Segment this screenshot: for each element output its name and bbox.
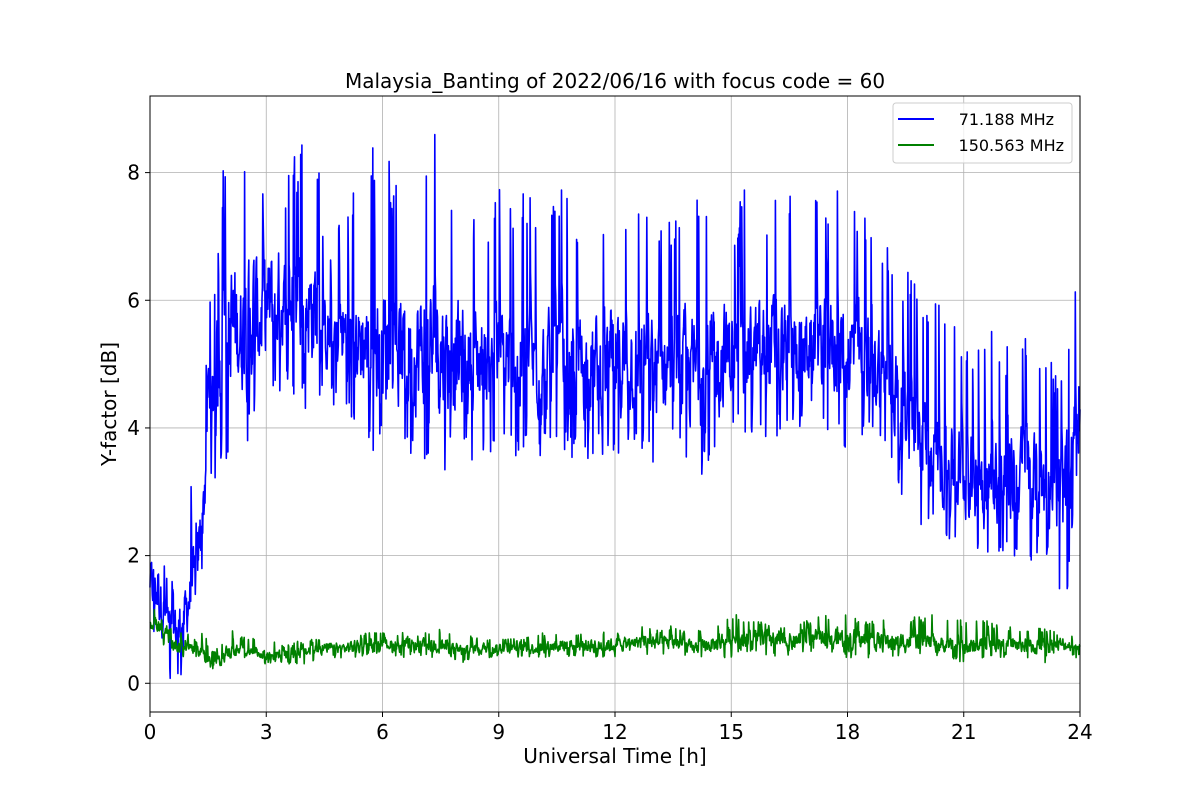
series-lines <box>149 133 1081 680</box>
x-tick-label: 6 <box>376 720 389 744</box>
y-axis-ticks: 0 2 4 6 8 <box>127 161 150 695</box>
x-tick-label: 21 <box>951 720 976 744</box>
x-tick-label: 24 <box>1067 720 1092 744</box>
legend: 71.188 MHz 150.563 MHz <box>892 102 1073 164</box>
y-tick-label: 2 <box>127 544 140 568</box>
chart-title: Malaysia_Banting of 2022/06/16 with focu… <box>345 69 885 93</box>
x-tick-label: 18 <box>835 720 860 744</box>
x-tick-label: 3 <box>260 720 273 744</box>
y-tick-label: 8 <box>127 161 140 185</box>
y-tick-label: 4 <box>127 416 140 440</box>
x-tick-label: 0 <box>144 720 157 744</box>
x-axis-label: Universal Time [h] <box>523 744 706 768</box>
x-axis-ticks: 0 3 6 9 12 15 18 21 24 <box>144 712 1093 744</box>
legend-label-150mhz: 150.563 MHz <box>959 136 1064 155</box>
x-tick-label: 9 <box>492 720 505 744</box>
x-tick-label: 15 <box>719 720 744 744</box>
y-tick-label: 6 <box>127 288 140 312</box>
series-line-1 <box>149 608 1081 670</box>
legend-box <box>892 102 1073 164</box>
series-line-0 <box>149 133 1081 680</box>
y-axis-label: Y-factor [dB] <box>97 342 121 467</box>
y-tick-label: 0 <box>127 671 140 695</box>
x-tick-label: 12 <box>602 720 627 744</box>
legend-label-71mhz: 71.188 MHz <box>959 110 1054 129</box>
